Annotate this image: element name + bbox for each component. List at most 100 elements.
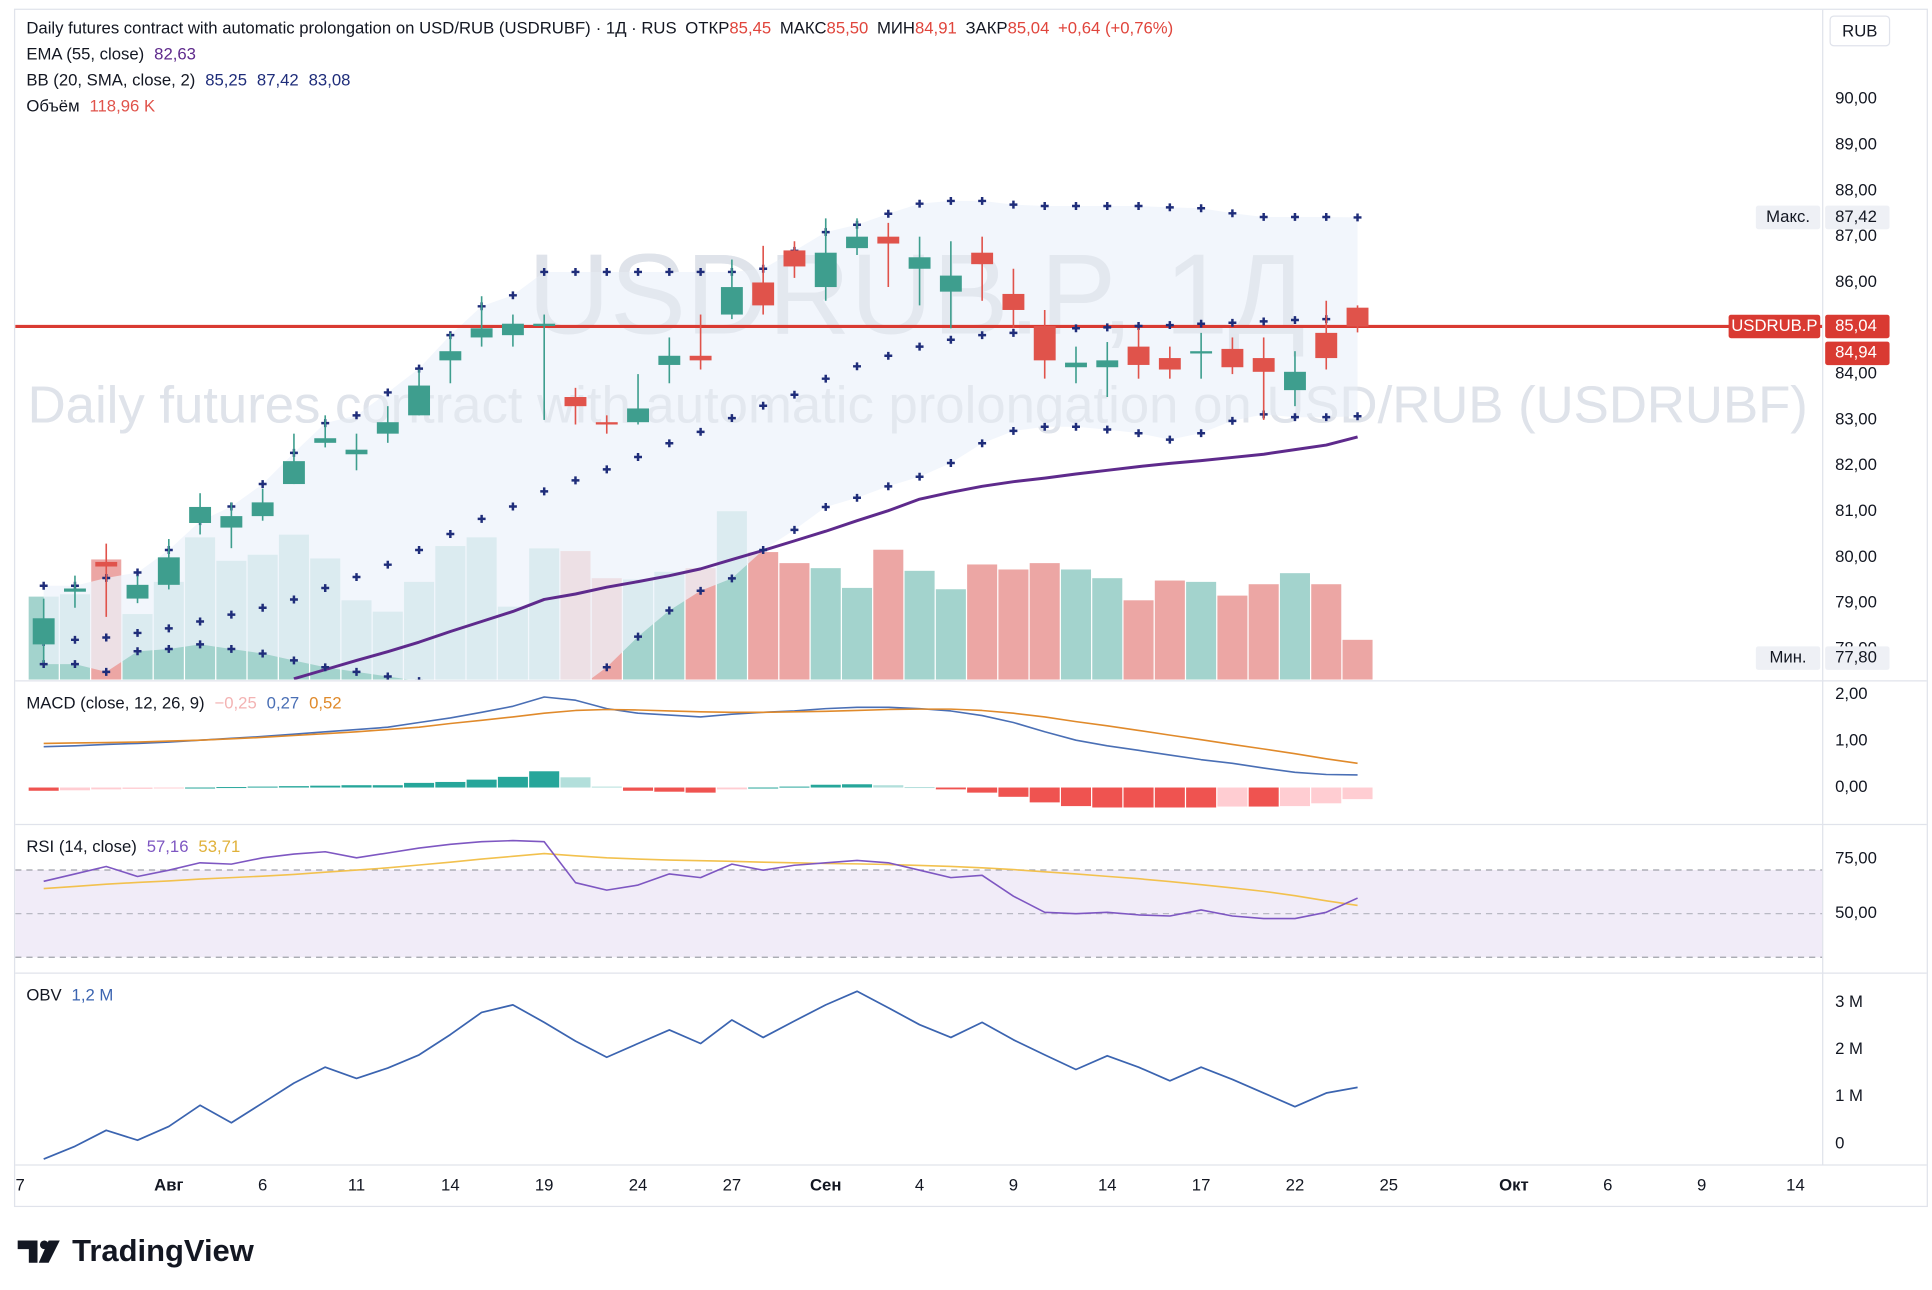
macd-histogram-bar	[654, 787, 685, 792]
bb-middle-marker	[196, 617, 205, 626]
volume-bar	[779, 563, 810, 680]
candle-body	[64, 588, 86, 592]
x-tick-label: 22	[1286, 1175, 1305, 1194]
legend-item: 82,63	[154, 45, 196, 64]
legend-item: 1,2 M	[72, 986, 114, 1005]
candle-body	[470, 328, 493, 338]
bb-lower-marker	[727, 574, 736, 583]
legend-item: 53,71	[198, 837, 240, 856]
macd-histogram-bar	[185, 787, 216, 789]
bb-lower-marker	[383, 672, 392, 680]
candle-body	[220, 516, 243, 528]
brand[interactable]: TradingView	[72, 1233, 255, 1268]
macd-histogram-bar	[1217, 787, 1248, 807]
candle-body	[533, 323, 556, 327]
currency-box[interactable]	[1829, 15, 1891, 47]
candle-body	[314, 438, 337, 443]
bb-lower-marker	[790, 525, 799, 534]
x-tick-label: 14	[441, 1175, 460, 1194]
volume-bar	[1186, 581, 1217, 680]
volume-bar	[1154, 580, 1185, 680]
candle-body	[1158, 358, 1181, 370]
bb-lower-marker	[821, 502, 830, 511]
bb-lower-marker	[102, 667, 111, 676]
candle-body	[1002, 293, 1025, 310]
candle-body	[1315, 332, 1338, 359]
legend-line: Объём 118,96 K	[26, 97, 155, 116]
legend-item: 57,16	[147, 837, 189, 856]
candle-body	[157, 557, 180, 585]
bb-lower-marker	[133, 647, 142, 656]
bb-upper-marker	[1072, 202, 1080, 210]
last-price-title-box	[1728, 314, 1821, 339]
bb-upper-marker	[665, 267, 674, 276]
bb-middle-marker	[321, 584, 330, 593]
price-min-title-box	[1755, 646, 1821, 670]
macd-histogram-bar	[497, 776, 528, 788]
bb-middle-marker	[102, 633, 111, 642]
rsi-tick-label: 75,00	[1835, 849, 1877, 868]
bb-middle-marker	[790, 390, 799, 399]
bb-middle-marker	[540, 487, 549, 496]
bb-upper-marker	[1291, 213, 1299, 221]
volume-bar	[935, 589, 966, 680]
y-tick-label: 79,00	[1835, 593, 1877, 612]
candle-body	[251, 502, 274, 517]
legend-item: EMA (55, close)	[26, 45, 144, 64]
bid-value: 84,94	[1835, 343, 1877, 362]
macd-histogram-bar	[841, 784, 873, 788]
volume-bar	[873, 549, 904, 680]
macd-histogram-bar	[59, 787, 90, 791]
bb-middle-marker	[1103, 323, 1112, 332]
bb-upper-marker	[571, 267, 580, 276]
bb-lower-marker	[196, 640, 205, 649]
bb-middle-marker	[727, 414, 736, 423]
bb-upper-marker	[508, 291, 517, 300]
macd-histogram-bar	[122, 787, 153, 789]
bb-lower-marker	[1072, 422, 1080, 431]
brand-logo[interactable]: TradingView	[17, 1233, 255, 1268]
bb-upper-marker	[1353, 213, 1362, 222]
macd-histogram-bar	[560, 777, 591, 788]
macd-histogram-bar	[372, 785, 403, 788]
bb-lower-marker	[1228, 416, 1237, 425]
bb-lower-marker	[665, 606, 674, 615]
macd-histogram-bar	[967, 787, 998, 793]
macd-histogram-bar	[810, 784, 841, 788]
legend-line: OBV 1,2 M	[26, 986, 113, 1005]
x-tick-label: 25	[1380, 1175, 1399, 1194]
bb-lower-marker	[1197, 429, 1206, 438]
x-tick-label: 14	[1098, 1175, 1117, 1194]
candle-body	[752, 282, 775, 306]
legend-line: Daily futures contract with automatic pr…	[26, 19, 1173, 38]
candle-body	[971, 252, 994, 265]
candle-body	[689, 355, 712, 361]
legend-item: МАКС	[780, 19, 827, 38]
x-tick-label: 17	[1192, 1175, 1211, 1194]
bb-middle-marker	[289, 595, 298, 604]
bid-value-box	[1825, 341, 1890, 366]
x-tick-label: 19	[535, 1175, 554, 1194]
macd-histogram-bar	[623, 787, 654, 791]
bb-upper-marker	[39, 581, 48, 590]
obv-pane	[43, 990, 1358, 1160]
legend-item: ОТКР	[685, 19, 729, 38]
macd-histogram-bar	[529, 771, 560, 788]
price-max-title-box	[1755, 205, 1821, 230]
bb-middle-marker	[696, 427, 705, 436]
bb-upper-marker	[946, 196, 955, 205]
watermark-description: Daily futures contract with automatic pr…	[28, 376, 1808, 434]
legend-item: −0,25	[214, 694, 256, 713]
bb-upper-marker	[978, 196, 987, 205]
bb-middle-marker	[383, 560, 392, 569]
bb-lower-marker	[1291, 413, 1299, 422]
bb-middle-marker	[602, 465, 611, 474]
macd-histogram-bar	[1186, 787, 1217, 808]
bb-lower-marker	[71, 660, 79, 669]
bb-lower-marker	[946, 459, 955, 467]
currency[interactable]: RUB	[1842, 22, 1877, 41]
legend-item: · 1Д · RUS	[596, 19, 677, 38]
candle-body	[32, 618, 55, 645]
price-min-title: Мин.	[1769, 648, 1806, 667]
x-tick-label: 7	[16, 1175, 25, 1194]
